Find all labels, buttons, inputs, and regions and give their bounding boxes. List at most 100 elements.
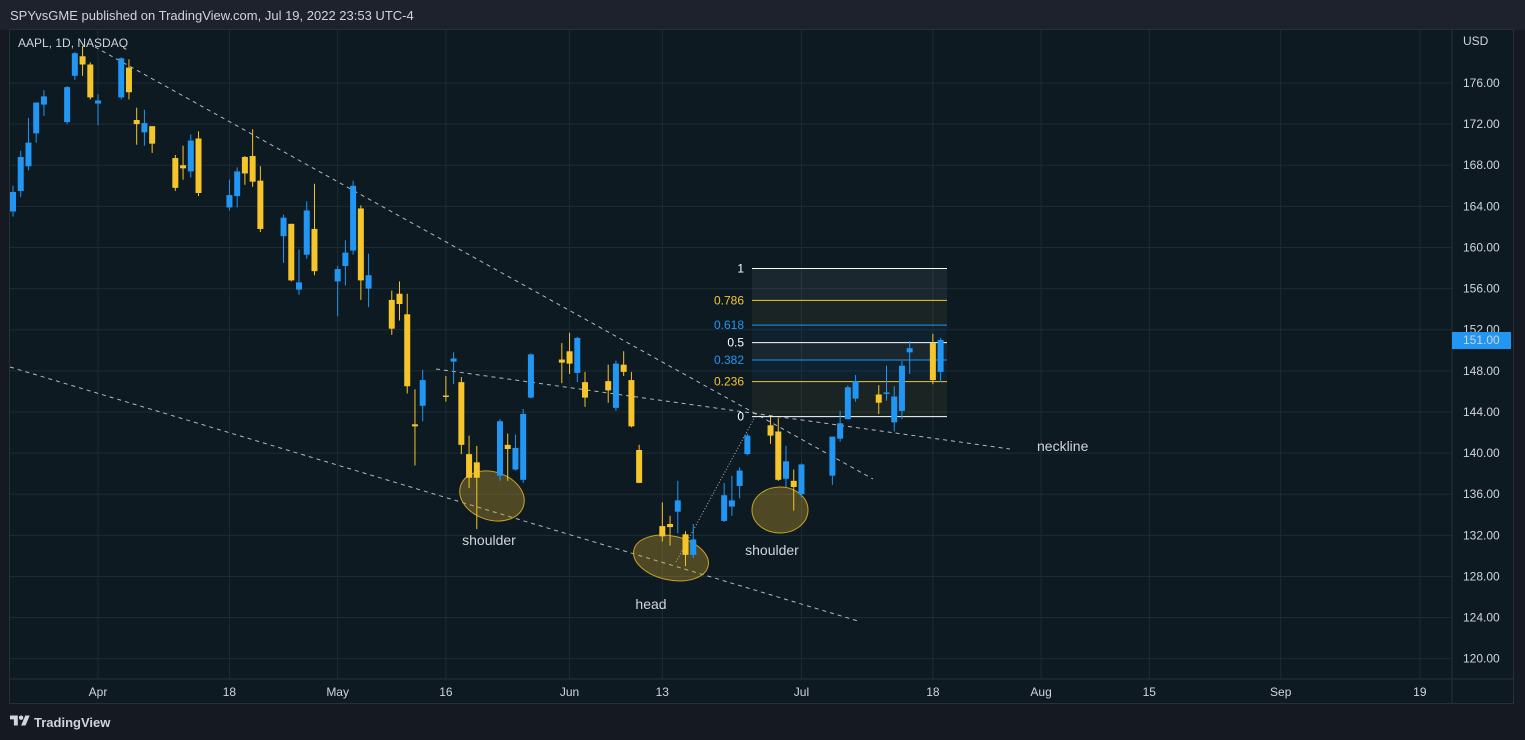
candle-body [674,500,681,512]
publish-info: SPYvsGME published on TradingView.com, J… [10,8,414,23]
candle-body [612,363,619,408]
last-price-label: 151.00 [1463,333,1500,347]
candle-body [95,100,102,104]
candle-body [728,500,735,507]
y-tick-label: 172.00 [1463,117,1500,131]
fib-zone [752,360,947,382]
candle-body [898,365,905,411]
candle-body [241,157,248,174]
candle-body [388,299,395,329]
y-tick-label: 176.00 [1463,76,1500,90]
candle-body [17,157,24,191]
candle-body [883,392,890,394]
candle-body [582,382,589,398]
fib-level-label: 0.5 [727,336,744,350]
pattern-ellipses [459,470,809,582]
fib-trend-line [675,412,758,563]
y-tick-label: 156.00 [1463,282,1500,296]
candle-body [458,382,465,445]
neckline-label: neckline [1037,438,1089,454]
candle-body [829,436,836,476]
candle-body [280,217,287,237]
candle-body [118,58,125,98]
x-tick-label: Apr [89,685,108,699]
candle-body [195,138,202,193]
candle-body [296,282,303,290]
fib-level-label: 0.382 [714,353,744,367]
x-tick-label: Sep [1270,685,1292,699]
y-tick-label: 124.00 [1463,611,1500,625]
x-tick-label: Jun [560,685,579,699]
candle-body [504,444,511,449]
candle-body [365,275,372,289]
candle-body [33,102,40,134]
downtrend-lower-line [9,366,859,622]
candle-body [527,354,534,398]
fib-level-label: 0.786 [714,293,744,307]
candle-body [605,381,612,391]
candle-body [620,364,627,372]
candle-body [566,351,573,364]
candle-body [659,526,666,537]
candle-body [496,421,503,476]
fib-level-label: 0 [737,410,744,424]
x-tick-label: 13 [656,685,670,699]
axes: 176.00172.00168.00164.00160.00156.00152.… [10,30,1514,704]
chart-svg[interactable]: 1 0.786 0.618 0.5 0.382 0.236 0 176.00 172.00 16… [0,0,1525,706]
left-shoulder-label: shoulder [462,532,516,548]
candle-body [798,464,805,495]
candle-body [187,140,194,172]
y-tick-label: 140.00 [1463,446,1500,460]
candle-body [133,120,140,125]
candle-body [288,223,295,281]
x-tick-label: 16 [439,685,453,699]
y-tick-label: 148.00 [1463,364,1500,378]
candle-body [249,155,256,182]
candle-body [837,423,844,439]
candle-body [404,314,411,387]
candle-body [79,56,86,65]
candle-body [350,185,357,251]
x-tick-label: Jul [794,685,809,699]
candle-body [442,395,449,398]
y-tick-label: 136.00 [1463,487,1500,501]
fib-zone [752,325,947,343]
candle-body [466,454,473,478]
candle-body [891,396,898,423]
candle-body [411,424,418,427]
right-shoulder-label: shoulder [745,542,799,558]
candle-body [257,180,264,229]
candle-body [25,142,32,167]
fib-zone [752,268,947,301]
candle-body [512,447,519,470]
candle-body [342,252,349,266]
candle-body [334,269,341,282]
head-ellipse [633,534,709,582]
candle-body [744,435,751,455]
currency-label: USD [1463,34,1489,48]
candle-body [64,87,71,123]
x-tick-label: Aug [1030,685,1051,699]
candle-body [357,208,364,281]
fib-level-label: 0.236 [714,375,744,389]
chart-frame [9,29,1514,704]
y-tick-label: 144.00 [1463,405,1500,419]
fib-zone [752,300,947,326]
head-label: head [635,596,666,612]
last-price-badge [1452,332,1511,349]
annotation-labels: shoulder head shoulder neckline [462,438,1088,612]
candle-body [71,53,78,76]
fib-zone [752,342,947,361]
x-tick-label: 18 [926,685,940,699]
candle-body [180,165,187,169]
y-tick-label: 164.00 [1463,199,1500,213]
candle-body [141,123,148,133]
candle-body [226,195,233,208]
tradingview-logo-icon [10,715,30,726]
candle-body [767,425,774,436]
candle-body [450,358,457,362]
y-tick-label: 128.00 [1463,569,1500,583]
candle-body [852,381,859,399]
candle-body [682,534,689,555]
candle-body [125,67,132,93]
